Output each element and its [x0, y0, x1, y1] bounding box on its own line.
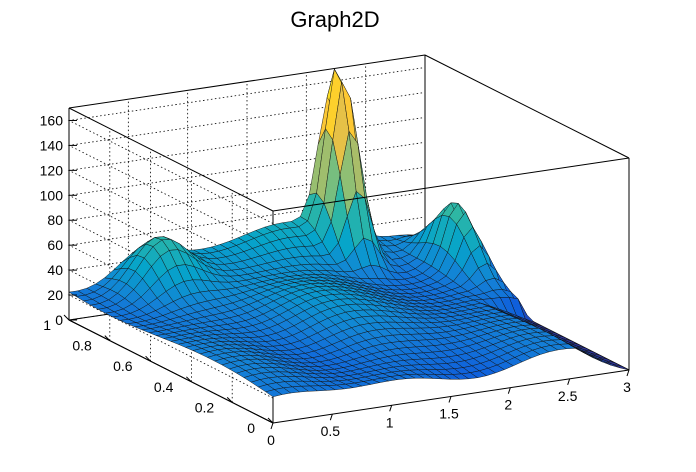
x-tick-label: 1.5	[439, 406, 459, 422]
y-tick-label: 0.2	[195, 399, 215, 415]
x-tick-label: 0	[267, 432, 275, 448]
z-tick-label: 40	[47, 262, 63, 278]
y-tick	[186, 376, 192, 383]
x-tick	[626, 369, 630, 377]
x-axis: 0 0.5 1 1.5 2 2.5 3	[267, 369, 631, 448]
frame-edge	[68, 107, 274, 212]
z-tick-label: 60	[47, 237, 63, 253]
z-tick-label: 140	[40, 137, 64, 153]
y-tick-label: 0	[247, 420, 255, 436]
frame-edge	[424, 54, 630, 159]
y-tick	[104, 335, 111, 341]
x-tick-label: 2	[504, 397, 512, 413]
z-tick-label: 160	[40, 112, 64, 128]
y-axis-line	[68, 319, 274, 424]
y-tick	[63, 314, 70, 321]
x-tick-label: 3	[623, 379, 631, 395]
x-tick	[270, 422, 274, 430]
y-tick-label: 0.8	[72, 338, 92, 354]
y-axis: 0 0.2 0.4 0.6 0.8 1	[43, 314, 274, 436]
chart-title: Graph2D	[290, 7, 379, 32]
surface-cell	[612, 364, 630, 371]
z-tick-label: 100	[40, 187, 64, 203]
z-tick-label: 80	[47, 212, 63, 228]
y-tick-label: 0.4	[154, 379, 174, 395]
y-tick	[267, 417, 274, 424]
y-tick-label: 1	[43, 317, 51, 333]
y-tick-label: 0.6	[113, 358, 133, 374]
x-tick	[329, 414, 333, 421]
z-tick-label: 120	[40, 162, 64, 178]
frame-edge	[272, 157, 630, 212]
x-tick-label: 1	[386, 414, 394, 430]
y-tick	[145, 355, 151, 362]
y-tick	[226, 397, 233, 403]
x-tick	[507, 387, 511, 394]
x-tick-label: 2.5	[558, 388, 578, 404]
z-tick-label: 20	[47, 287, 63, 303]
x-tick	[389, 405, 393, 412]
z-tick-label: 0	[55, 312, 63, 328]
x-tick	[567, 378, 571, 385]
x-tick	[448, 396, 452, 403]
surface-mesh	[68, 68, 630, 398]
frame-edge	[68, 54, 426, 109]
z-axis: 0 20 40 60 80 100 120 140 160	[40, 108, 77, 328]
x-tick-label: 0.5	[321, 423, 341, 439]
axis-frame-front	[272, 157, 630, 370]
